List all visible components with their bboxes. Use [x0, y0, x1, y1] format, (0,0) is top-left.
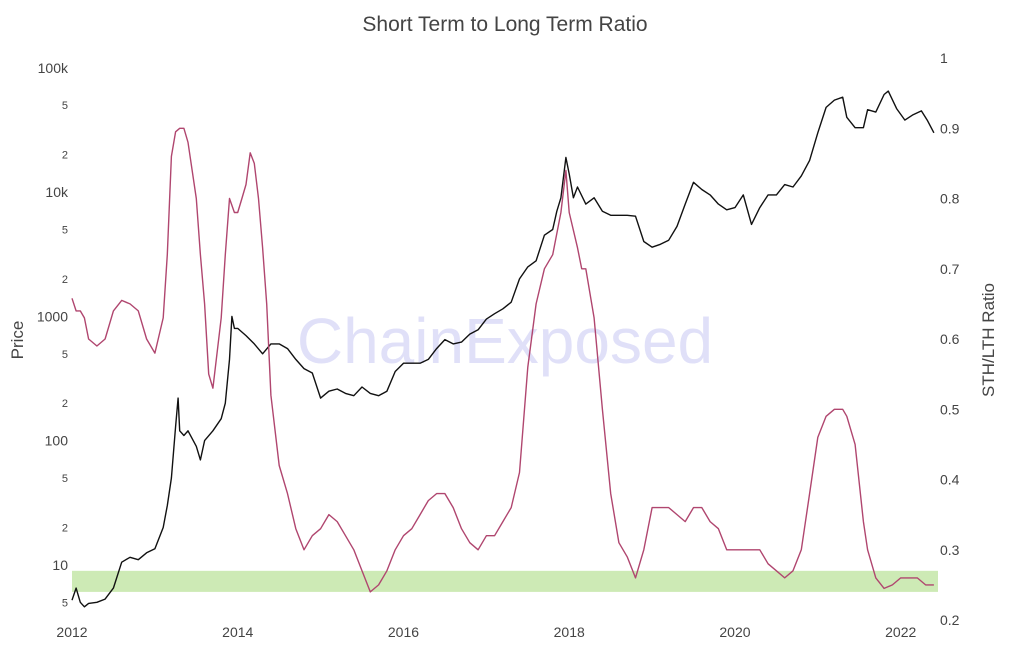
left-major-tick-label: 10 [52, 557, 68, 573]
right-tick-label: 0.7 [940, 261, 960, 277]
watermark-text: ChainExposed [297, 305, 713, 377]
chart-title: Short Term to Long Term Ratio [362, 13, 647, 36]
x-tick-label: 2012 [56, 624, 87, 640]
left-minor-tick-label: 2 [62, 274, 68, 286]
right-axis-ticks: 0.2 0.3 0.4 0.5 0.6 0.7 0.8 0.9 1 [940, 50, 960, 628]
x-tick-label: 2022 [885, 624, 916, 640]
left-minor-tick-label: 5 [62, 225, 68, 237]
ratio-line [71, 127, 934, 593]
left-minor-tick-label: 5 [62, 349, 68, 361]
right-tick-label: 0.5 [940, 401, 960, 417]
left-minor-tick-label: 2 [62, 398, 68, 410]
left-minor-tick-label: 2 [62, 522, 68, 534]
right-tick-label: 1 [940, 50, 948, 66]
left-major-tick-label: 1000 [37, 308, 68, 324]
x-tick-label: 2014 [222, 624, 253, 640]
right-tick-label: 0.3 [940, 542, 960, 558]
low-ratio-band [72, 570, 938, 592]
left-major-tick-label: 100k [38, 60, 69, 76]
x-tick-label: 2018 [554, 624, 585, 640]
left-axis-title: Price [8, 321, 27, 360]
left-minor-tick-label: 2 [62, 150, 68, 162]
left-minor-tick-label: 5 [62, 100, 68, 112]
right-tick-label: 0.8 [940, 191, 960, 207]
price-line [71, 90, 935, 608]
right-tick-label: 0.2 [940, 612, 960, 628]
left-minor-tick-label: 5 [62, 597, 68, 609]
left-minor-tick-label: 5 [62, 473, 68, 485]
right-axis-title: STH/LTH Ratio [979, 283, 998, 397]
left-major-tick-label: 100 [45, 433, 69, 449]
x-axis-ticks: 2012 2014 2016 2018 2020 2022 [56, 624, 916, 640]
left-major-tick-label: 10k [45, 184, 69, 200]
series-layer [71, 90, 935, 608]
left-axis-ticks: 10 100 1000 10k 100k 5 2 5 2 5 2 5 2 5 [37, 60, 69, 609]
x-tick-label: 2020 [719, 624, 750, 640]
right-tick-label: 0.4 [940, 472, 960, 488]
right-tick-label: 0.9 [940, 120, 960, 136]
right-tick-label: 0.6 [940, 331, 960, 347]
x-tick-label: 2016 [388, 624, 419, 640]
